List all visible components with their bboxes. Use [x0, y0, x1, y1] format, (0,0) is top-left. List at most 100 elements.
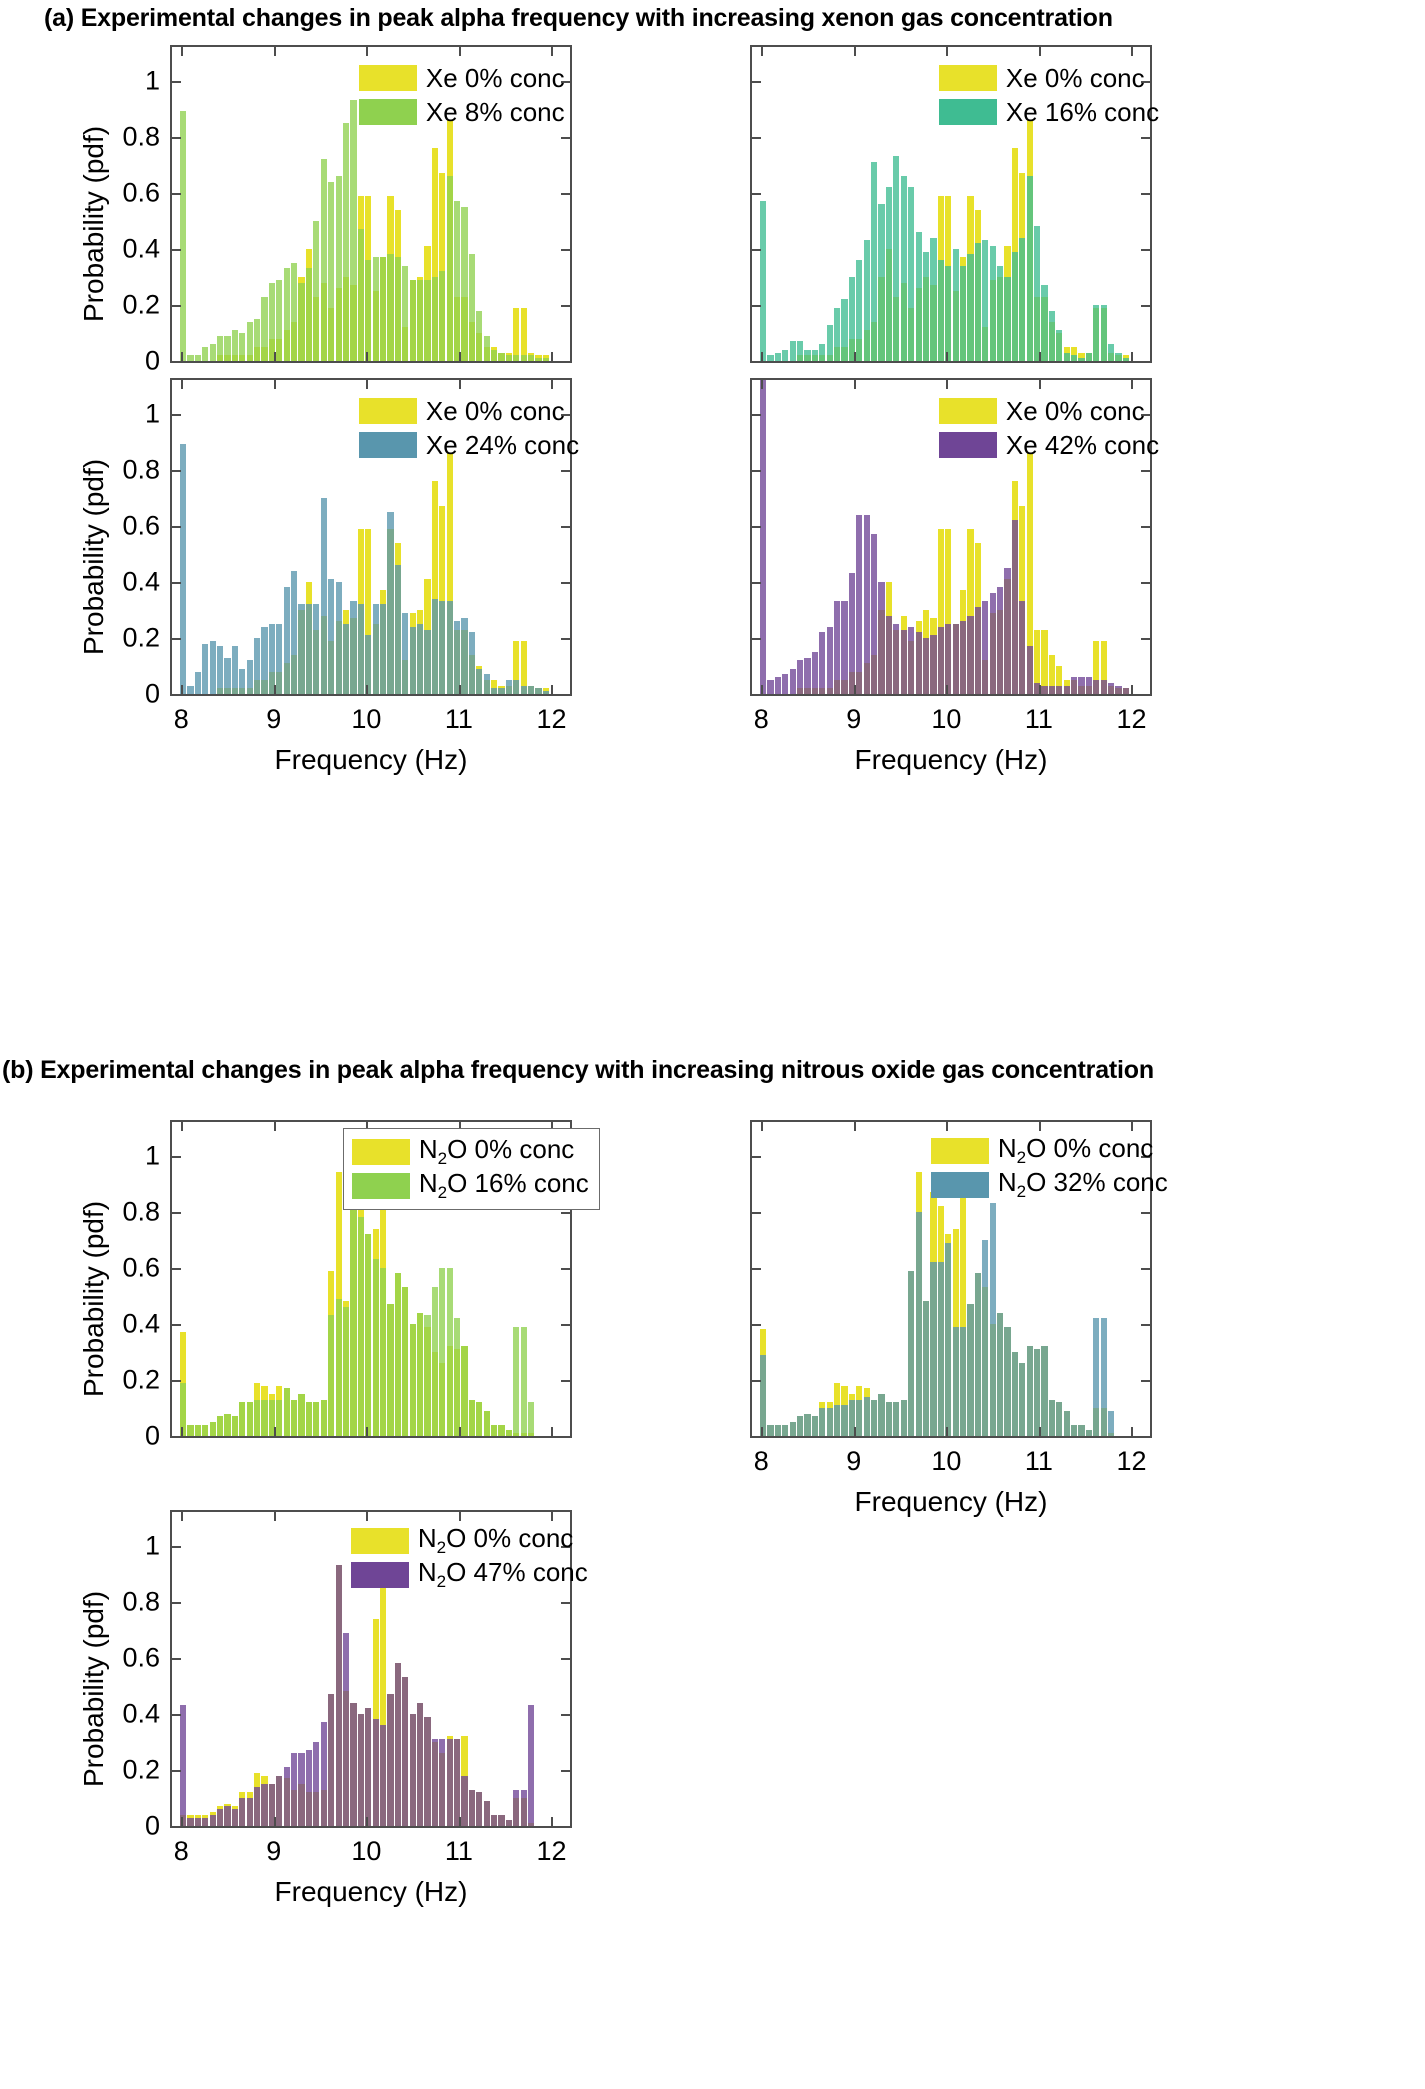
histogram-bar: [461, 1346, 468, 1436]
bars-b1: [172, 1122, 570, 1436]
x-axis-tick-top: [273, 1512, 276, 1521]
x-axis-tick: [181, 685, 184, 694]
legend-b3[interactable]: N2O 0% conc N2O 47% conc: [343, 1518, 598, 1598]
legend-item[interactable]: Xe 42% conc: [938, 428, 1159, 462]
histogram-bar: [409, 279, 416, 361]
x-axis-tick: [273, 685, 276, 694]
histogram-bar: [209, 1814, 216, 1826]
histogram-bar: [246, 1402, 253, 1436]
histogram-bar: [305, 268, 313, 361]
histogram-bar: [498, 1424, 505, 1436]
y-axis-tick-right: [1141, 80, 1150, 83]
histogram-bar: [491, 679, 498, 694]
histogram-bar: [1026, 1346, 1033, 1436]
chart-panel-b2: 8 9 10 11 12 Frequency (Hz) N2O 0% conc N2O 32%…: [750, 1120, 1168, 1517]
y-axis-tick-right: [561, 1267, 570, 1270]
chart-panel-a1: 0 0.2 0.4 0.6 0.8 1 Probability (pdf) Xe 0% con…: [78, 45, 575, 376]
legend-b1[interactable]: N2O 0% conc N2O 16% conc: [342, 1128, 600, 1210]
y-axis-label: 0.4: [122, 566, 160, 597]
histogram-bar: [982, 1239, 989, 1436]
histogram-bar: [268, 282, 276, 361]
legend-item[interactable]: Xe 24% conc: [358, 428, 580, 462]
x-axis-tick: [366, 1817, 369, 1826]
legend-item[interactable]: N2O 16% conc: [351, 1169, 589, 1203]
histogram-bar: [900, 629, 907, 694]
legend-a1[interactable]: Xe 0% conc Xe 8% conc: [351, 55, 575, 135]
histogram-bar: [982, 601, 989, 694]
histogram-bar: [409, 1713, 416, 1826]
histogram-bar: [945, 265, 952, 361]
histogram-bar: [1026, 646, 1033, 694]
y-axis-tick-right: [561, 1323, 570, 1326]
histogram-bar: [871, 534, 878, 694]
chart-panel-a2: Xe 0% conc Xe 16% conc: [750, 45, 1159, 363]
y-axis-tick-right: [561, 192, 570, 195]
histogram-bar: [402, 1677, 409, 1826]
bars-a2: [752, 47, 1150, 361]
histogram-bar: [180, 1705, 187, 1826]
y-axis-tick-right: [1141, 469, 1150, 472]
histogram-bar: [1071, 1424, 1078, 1436]
x-axis-tick-top: [1038, 47, 1041, 56]
x-axis-tick: [946, 352, 949, 361]
x-axis-tick: [366, 352, 369, 361]
histogram-bar: [209, 640, 216, 694]
histogram-bar: [365, 260, 372, 361]
legend-item[interactable]: Xe 0% conc: [938, 61, 1159, 95]
legend-swatch: [358, 432, 417, 458]
legend-a3[interactable]: Xe 0% conc Xe 24% conc: [351, 388, 589, 468]
histogram-bar: [1048, 310, 1055, 361]
histogram-bar: [239, 668, 246, 694]
histogram-bar: [202, 346, 209, 361]
histogram-bar: [483, 335, 490, 361]
legend-item[interactable]: N2O 32% conc: [930, 1168, 1168, 1202]
legend-a2[interactable]: Xe 0% conc Xe 16% conc: [931, 55, 1169, 135]
histogram-bar: [194, 1424, 202, 1436]
legend-item[interactable]: N2O 0% conc: [930, 1134, 1168, 1168]
histogram-bar: [298, 1753, 305, 1826]
legend-a4[interactable]: Xe 0% conc Xe 42% conc: [931, 388, 1169, 468]
histogram-bar: [922, 1301, 930, 1436]
legend-item[interactable]: Xe 0% conc: [358, 61, 565, 95]
legend-b2[interactable]: N2O 0% conc N2O 32% conc: [923, 1128, 1178, 1208]
histogram-bar: [453, 1318, 461, 1436]
histogram-bar: [1100, 640, 1107, 694]
legend-item[interactable]: Xe 8% conc: [358, 95, 565, 129]
legend-item[interactable]: Xe 0% conc: [938, 394, 1159, 428]
x-axis-tick: [761, 685, 764, 694]
histogram-bar: [276, 623, 283, 694]
histogram-bar: [476, 1402, 483, 1436]
histogram-bar: [1122, 688, 1130, 694]
histogram-bar: [789, 341, 796, 361]
legend-swatch: [938, 432, 997, 458]
histogram-bar: [224, 335, 231, 361]
legend-label: Xe 24% conc: [425, 430, 580, 460]
histogram-bar: [276, 1775, 283, 1826]
legend-label: Xe 8% conc: [425, 97, 565, 127]
y-axis-tick-right: [561, 1826, 570, 1828]
legend-item[interactable]: N2O 47% conc: [350, 1558, 588, 1592]
x-axis-tick-top: [1131, 47, 1134, 56]
x-axis-tick: [1131, 352, 1134, 361]
histogram-bar: [461, 618, 468, 694]
y-axis-tick: [172, 581, 181, 584]
histogram-bar: [937, 260, 944, 361]
histogram-bar: [789, 1421, 796, 1436]
y-axis-tick: [172, 1323, 181, 1326]
x-axis-tick-top: [181, 1122, 184, 1131]
y-axis-tick: [172, 1545, 181, 1548]
histogram-bar: [789, 668, 796, 694]
histogram-bar: [320, 497, 327, 694]
legend-item[interactable]: Xe 0% conc: [358, 394, 579, 428]
legend-item[interactable]: N2O 0% conc: [351, 1135, 589, 1169]
y-axis-tick-right: [1141, 1155, 1150, 1158]
histogram-bar: [1019, 601, 1026, 694]
histogram-bar: [1056, 330, 1063, 361]
histogram-bar: [915, 1211, 922, 1436]
histogram-bar: [1056, 685, 1063, 694]
y-axis-tick: [752, 413, 761, 416]
legend-item[interactable]: N2O 0% conc: [350, 1524, 588, 1558]
legend-item[interactable]: Xe 16% conc: [938, 95, 1159, 129]
histogram-bar: [476, 310, 483, 361]
histogram-bar: [439, 271, 446, 361]
